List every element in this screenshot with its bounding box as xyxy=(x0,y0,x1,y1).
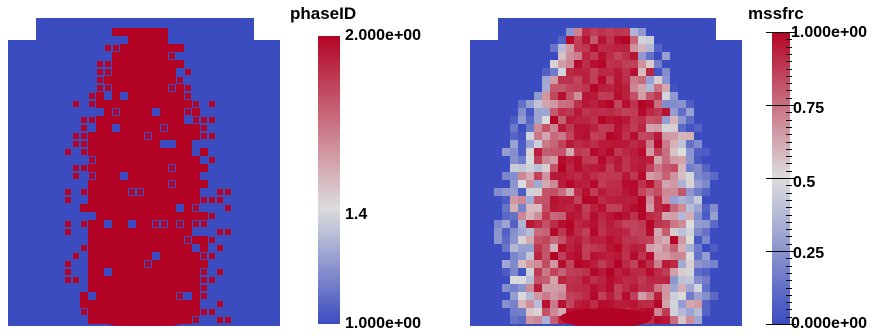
mssfrc-colorbar-mid-label: 0.5 xyxy=(793,174,816,191)
phaseid-colorbar-mid-label: 1.4 xyxy=(345,206,368,223)
colorbar-tick xyxy=(786,126,792,128)
mssfrc-panel: mssfrc 1.000e+00 0.75 0.5 0.25 0.000e+00 xyxy=(448,0,896,336)
colorbar-tick xyxy=(786,61,792,63)
mssfrc-colorbar-min-label: 0.000e+00 xyxy=(791,315,868,332)
colorbar-tick xyxy=(786,243,792,245)
mssfrc-colorbar-max-label: 1.000e+00 xyxy=(791,24,868,41)
colorbar-tick xyxy=(786,265,792,267)
colorbar-tick xyxy=(766,324,796,325)
colorbar-tick xyxy=(786,83,792,85)
colorbar-tick xyxy=(786,280,792,282)
colorbar-tick xyxy=(786,156,792,158)
colorbar-tick xyxy=(786,309,792,311)
colorbar-tick xyxy=(786,221,792,223)
colorbar-tick xyxy=(766,32,796,33)
colorbar-tick xyxy=(766,178,796,179)
colorbar-tick xyxy=(786,97,792,99)
colorbar-tick xyxy=(786,163,792,165)
colorbar-tick xyxy=(786,207,792,209)
colorbar-tick xyxy=(766,105,796,106)
colorbar-tick xyxy=(786,68,792,70)
colorbar-tick xyxy=(766,251,796,252)
colorbar-tick xyxy=(786,236,792,238)
phaseid-colorbar-title: phaseID xyxy=(290,4,357,23)
colorbar-tick xyxy=(786,214,792,216)
colorbar-tick xyxy=(786,75,792,77)
mssfrc-colorbar-q3-label: 0.75 xyxy=(793,100,825,117)
colorbar-tick xyxy=(786,148,792,150)
colorbar-tick xyxy=(786,272,792,274)
colorbar-tick xyxy=(786,287,792,289)
phaseid-colorbar-min-label: 1.000e+00 xyxy=(345,315,422,332)
colorbar-tick xyxy=(786,316,792,318)
mssfrc-colorbar-q1-label: 0.25 xyxy=(793,245,825,262)
colorbar-tick xyxy=(786,119,792,121)
colorbar-tick xyxy=(786,294,792,296)
colorbar-tick xyxy=(786,46,792,48)
colorbar-tick xyxy=(786,185,792,187)
phaseid-colorbar-max-label: 2.000e+00 xyxy=(345,27,422,44)
colorbar-tick xyxy=(786,112,792,114)
colorbar-tick xyxy=(786,229,792,231)
colorbar-tick xyxy=(786,192,792,194)
phaseid-colorbar xyxy=(318,36,340,324)
colorbar-tick xyxy=(786,134,792,136)
colorbar-tick xyxy=(786,39,792,41)
colorbar-tick xyxy=(786,90,792,92)
phaseid-panel: phaseID 2.000e+00 1.4 1.000e+00 xyxy=(8,4,422,332)
colorbar-tick xyxy=(786,141,792,143)
colorbar-tick xyxy=(786,199,792,201)
phaseid-field-plot xyxy=(8,18,280,326)
mssfrc-field-plot xyxy=(470,18,742,326)
colorbar-tick xyxy=(786,258,792,260)
colorbar-tick xyxy=(786,302,792,304)
mssfrc-colorbar-title: mssfrc xyxy=(748,4,804,23)
colorbar-tick xyxy=(786,170,792,172)
colorbar-tick xyxy=(786,53,792,55)
